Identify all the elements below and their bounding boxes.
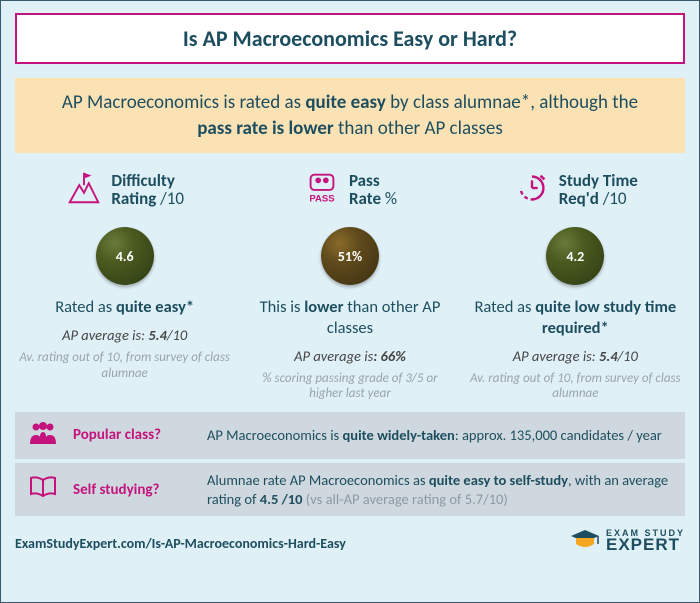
text: This is [260, 297, 305, 317]
info-row-self-study: Self studying? Alumnae rate AP Macroecon… [15, 463, 685, 517]
text: AP Macroeconomics is rated as [62, 91, 305, 114]
orb-value: 4.2 [566, 248, 584, 265]
text-bold: quite widely-taken [343, 426, 455, 444]
text: Rated as [474, 297, 535, 317]
footer-url: ExamStudyExpert.com/Is-AP-Macroeconomics… [15, 535, 346, 552]
metric-study-time: Study Time Req'd /10 4.2 Rated as quite … [466, 167, 685, 401]
orb-value: 4.6 [116, 248, 134, 265]
metric-title-suffix: /10 [599, 188, 627, 209]
text-bold: quite easy* [116, 297, 194, 317]
text: AP average is: [513, 347, 599, 365]
pass-stamp-icon: PASS [303, 169, 341, 212]
text: AP Macroeconomics is [207, 426, 343, 444]
metric-difficulty: Difficulty Rating /10 4.6 Rated as quite… [15, 167, 234, 401]
metric-title-suffix: % [381, 188, 397, 209]
page-title: Is AP Macroeconomics Easy or Hard? [15, 13, 685, 64]
grad-cap-icon [570, 528, 600, 552]
orb-value: 51% [338, 248, 362, 265]
text: than other AP classes [327, 297, 441, 338]
book-icon [27, 474, 59, 505]
metric-title-l2: Req'd [559, 188, 599, 209]
text-bold: 5.4 [148, 326, 167, 344]
text: /10 [618, 347, 638, 365]
brand-line2: EXPERT [606, 537, 685, 552]
info-label: Popular class? [73, 426, 193, 444]
text: AP average is: [62, 326, 148, 344]
text-bold: pass rate is lower [197, 117, 334, 140]
text-bold: 4.5 /10 [260, 490, 303, 508]
metric-note: Av. rating out of 10, from survey of cla… [19, 350, 230, 381]
clock-dash-icon [513, 169, 551, 212]
footer: ExamStudyExpert.com/Is-AP-Macroeconomics… [15, 528, 685, 552]
metric-note: % scoring passing grade of 3/5 or higher… [244, 371, 455, 402]
text-bold: quite easy [305, 91, 386, 114]
text: Alumnae rate AP Macroeconomics as [207, 471, 429, 489]
text: than other AP classes [334, 117, 503, 140]
metric-pass-rate: PASS Pass Rate % 51% This is lower than … [240, 167, 459, 401]
info-text: Alumnae rate AP Macroeconomics as quite … [207, 471, 673, 509]
text-bold: quite low study time required* [535, 297, 676, 338]
text-dim: (vs all-AP average rating of 5.7/10) [303, 490, 508, 508]
value-orb: 4.6 [96, 227, 154, 285]
metric-title-l2: Rating [111, 188, 156, 209]
text: by class alumnae*, although the [386, 91, 638, 114]
text-bold: 5.4 [599, 347, 618, 365]
brand-logo: EXAM STUDY EXPERT [570, 528, 685, 552]
metric-title-suffix: /10 [156, 188, 184, 209]
text-bold: : 66% [373, 347, 406, 365]
metric-title-l2: Rate [349, 188, 381, 209]
people-icon [27, 420, 59, 451]
mountain-flag-icon [65, 169, 103, 212]
text: Rated as [55, 297, 116, 317]
info-label: Self studying? [73, 481, 193, 499]
metric-note: Av. rating out of 10, from survey of cla… [470, 371, 681, 402]
metrics-row: Difficulty Rating /10 4.6 Rated as quite… [15, 167, 685, 401]
info-row-popular: Popular class? AP Macroeconomics is quit… [15, 412, 685, 459]
svg-text:PASS: PASS [309, 193, 334, 204]
info-text: AP Macroeconomics is quite widely-taken:… [207, 426, 662, 445]
value-orb: 4.2 [546, 227, 604, 285]
infographic-card: Is AP Macroeconomics Easy or Hard? AP Ma… [0, 0, 700, 603]
text-bold: quite easy to self-study [429, 471, 568, 489]
text-bold: lower [304, 297, 343, 317]
text: : approx. 135,000 candidates / year [455, 426, 662, 444]
value-orb: 51% [321, 227, 379, 285]
text: AP average is [294, 347, 373, 365]
subtitle-banner: AP Macroeconomics is rated as quite easy… [15, 78, 685, 153]
text: /10 [167, 326, 187, 344]
